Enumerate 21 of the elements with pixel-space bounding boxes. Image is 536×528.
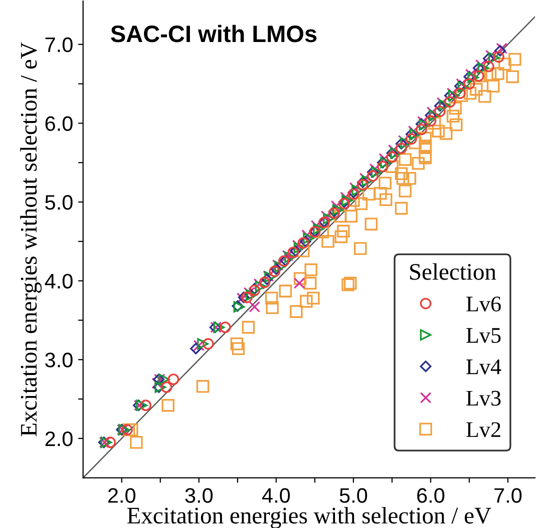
- text: SAC-CI with LMOs: [110, 24, 316, 42]
- legend-title: Selection: [410, 263, 496, 280]
- x-tick-label: 4.0: [262, 488, 290, 503]
- legend-label: Lv4: [466, 359, 502, 374]
- y-tick-label: 5.0: [45, 195, 73, 210]
- x-tick-label: 3.0: [185, 488, 213, 503]
- y-tick-label: 6.0: [45, 116, 73, 131]
- y-tick-label: 7.0: [45, 37, 73, 52]
- x-axis-title: Excitation energies with selection / eV: [127, 506, 492, 528]
- legend-label: Lv3: [466, 390, 501, 406]
- legend-label: Lv5: [466, 328, 501, 343]
- x-tick-label: 5.0: [340, 488, 368, 503]
- x-tick-label: 2.0: [108, 488, 136, 503]
- legend-label: Lv6: [466, 296, 501, 312]
- y-axis-title: Excitation energies without selection / eV: [20, 42, 42, 436]
- y-tick-label: 3.0: [45, 352, 73, 368]
- y-tick-label: 2.0: [45, 431, 73, 446]
- legend-label: Lv2: [466, 422, 500, 438]
- x-tick-label: 6.0: [417, 488, 444, 503]
- y-tick-label: 4.0: [44, 274, 73, 289]
- x-tick-label: 7.0: [494, 488, 522, 503]
